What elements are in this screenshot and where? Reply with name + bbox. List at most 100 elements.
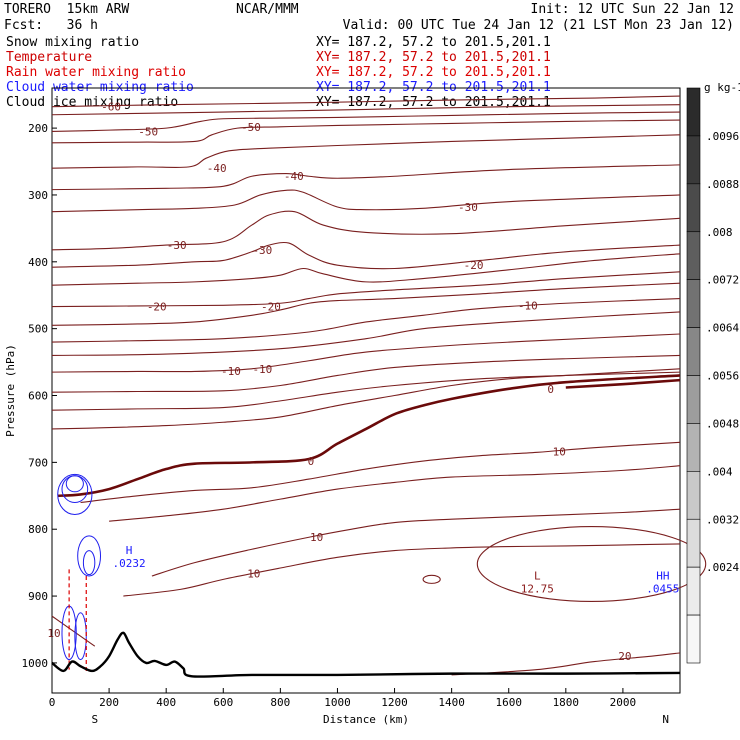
temperature-contour — [451, 652, 681, 676]
extremum-value: .0455 — [646, 582, 679, 595]
temperature-contour — [51, 298, 681, 343]
right-end-label: N — [662, 713, 669, 726]
left-end-label: S — [92, 713, 99, 726]
colorbar-swatch — [686, 135, 701, 185]
field-name: Temperature — [6, 50, 93, 65]
temperature-contour — [109, 465, 681, 522]
temperature-contour — [51, 95, 681, 108]
contour-label: -20 — [464, 259, 484, 272]
field-name: Rain water mixing ratio — [6, 65, 187, 80]
colorbar-swatch — [686, 614, 701, 664]
header-fcst: Fcst: 36 h — [4, 18, 98, 33]
extremum-label: HH — [656, 569, 669, 582]
contour-label: -20 — [261, 301, 281, 314]
y-tick-label: 500 — [28, 323, 48, 336]
colorbar-swatch — [686, 518, 701, 568]
y-axis-label: Pressure (hPa) — [4, 344, 17, 437]
y-tick-label: 400 — [28, 256, 48, 269]
y-tick-label: 800 — [28, 523, 48, 536]
temperature-contour — [151, 508, 681, 577]
header-valid: Valid: 00 UTC Tue 24 Jan 12 (21 LST Mon … — [342, 18, 734, 33]
temperature-contour — [57, 374, 681, 498]
x-tick-label: 600 — [213, 696, 233, 709]
y-tick-label: 300 — [28, 189, 48, 202]
cloud-water-contour — [65, 475, 84, 493]
contour-label: -30 — [167, 239, 187, 252]
temperature-contour — [51, 368, 681, 430]
colorbar-swatch — [686, 423, 701, 472]
colorbar-unit: g kg-1 — [704, 81, 740, 94]
temperature-contour — [51, 271, 681, 308]
cloud-water-contour — [77, 535, 102, 577]
colorbar-label: .0032 — [706, 513, 739, 526]
temperature-contour — [51, 282, 681, 326]
closed-contour — [476, 525, 707, 602]
temperature-contour — [51, 333, 681, 373]
field-xy: XY= 187.2, 57.2 to 201.5,201.1 — [316, 35, 551, 50]
y-tick-label: 900 — [28, 590, 48, 603]
x-tick-label: 200 — [99, 696, 119, 709]
colorbar-label: .008 — [706, 226, 733, 239]
temperature-contour — [51, 164, 681, 191]
contour-label: 10 — [553, 446, 566, 459]
extremum-value: .0232 — [113, 557, 146, 570]
colorbar-swatch — [686, 566, 701, 616]
contour-label: -40 — [284, 170, 304, 183]
x-tick-label: 1000 — [324, 696, 351, 709]
contour-label: -50 — [138, 125, 158, 138]
temperature-contour — [51, 134, 681, 169]
closed-contour — [422, 574, 441, 584]
field-name: Snow mixing ratio — [6, 35, 140, 50]
contour-label: 10 — [310, 531, 323, 544]
temperature-contour — [51, 119, 681, 144]
cloud-water-contour — [74, 612, 87, 661]
x-tick-label: 400 — [156, 696, 176, 709]
contour-label: -10 — [518, 299, 538, 312]
plot-frame — [51, 87, 681, 694]
temperature-contour — [51, 111, 681, 133]
header-model: TORERO 15km ARW — [4, 2, 130, 17]
y-tick-label: 1000 — [22, 657, 49, 670]
temperature-contour — [123, 543, 681, 597]
extremum-label: L — [534, 569, 541, 582]
colorbar-swatch — [686, 375, 701, 424]
contour-label: 10 — [247, 567, 260, 580]
contour-label: -20 — [147, 301, 167, 314]
colorbar-swatch — [686, 87, 701, 137]
colorbar-swatch — [686, 183, 701, 233]
colorbar-swatch — [686, 231, 701, 280]
x-tick-label: 800 — [270, 696, 290, 709]
cloud-water-contour — [82, 550, 96, 576]
contour-label: 0 — [308, 455, 315, 468]
colorbar-label: .0072 — [706, 274, 739, 287]
x-tick-label: 1800 — [553, 696, 580, 709]
temperature-contour — [565, 378, 681, 389]
x-tick-label: 1200 — [381, 696, 408, 709]
temperature-contour — [51, 615, 96, 647]
colorbar-swatch — [686, 471, 701, 520]
contour-label: 10 — [47, 627, 60, 640]
colorbar-swatch — [686, 279, 701, 328]
contour-label: -30 — [458, 201, 478, 214]
terrain-surface — [51, 631, 681, 678]
x-tick-label: 0 — [49, 696, 56, 709]
x-axis-label: Distance (km) — [323, 713, 409, 726]
header-init: Init: 12 UTC Sun 22 Jan 12 — [530, 2, 735, 17]
contour-label: -60 — [101, 101, 121, 114]
x-tick-label: 1400 — [438, 696, 465, 709]
extremum-label: H — [126, 544, 133, 557]
temperature-contour — [51, 354, 681, 393]
y-tick-label: 200 — [28, 122, 48, 135]
x-tick-label: 1600 — [495, 696, 522, 709]
colorbar-label: .004 — [706, 465, 733, 478]
contour-label: -30 — [252, 244, 272, 257]
contour-label: -40 — [207, 162, 227, 175]
y-tick-label: 700 — [28, 456, 48, 469]
temperature-contour — [51, 210, 681, 251]
colorbar-label: .0096 — [706, 130, 739, 143]
colorbar-label: .0088 — [706, 178, 739, 191]
colorbar-label: .0056 — [706, 370, 739, 383]
field-xy: XY= 187.2, 57.2 to 201.5,201.1 — [316, 50, 551, 65]
